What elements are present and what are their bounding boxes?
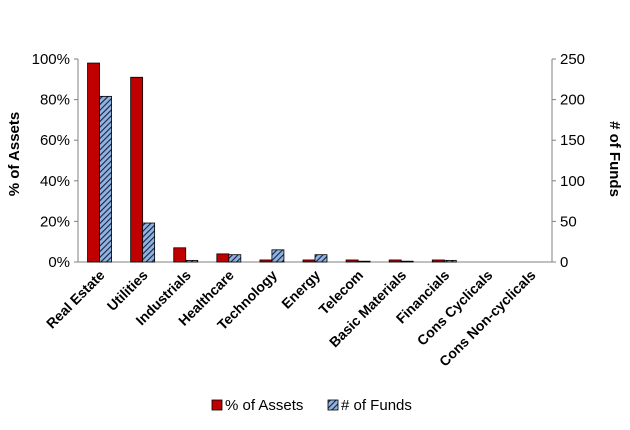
category-label: Basic Materials (326, 267, 410, 351)
bar-num-funds (443, 259, 457, 263)
right-y-ticks: 0 50 100 150 200 250 (552, 51, 585, 271)
bar-pct-assets (302, 259, 316, 263)
bar-num-funds (400, 260, 414, 263)
left-tick-label: 40% (40, 173, 70, 190)
category-label: Cons Cyclicals (414, 267, 496, 349)
left-y-ticks: 0% 20% 40% 60% 80% 100% (32, 51, 78, 271)
bar-num-funds (228, 254, 242, 263)
right-tick-label: 200 (560, 92, 585, 109)
bar-num-funds (271, 249, 285, 263)
bar-pct-assets (388, 259, 402, 263)
bar-pct-assets (345, 259, 359, 263)
left-axis-title: % of Assets (6, 112, 23, 196)
left-tick-label: 20% (40, 213, 70, 230)
left-tick-label: 100% (32, 51, 70, 68)
bars (87, 62, 457, 263)
bar-num-funds (99, 95, 112, 263)
category-labels: Real EstateUtilitiesIndustrialsHealthcar… (43, 267, 539, 370)
right-tick-label: 0 (560, 254, 568, 271)
bar-num-funds (314, 254, 328, 263)
right-tick-label: 50 (560, 213, 577, 230)
bar-pct-assets (431, 259, 445, 263)
right-tick-label: 100 (560, 173, 585, 190)
left-tick-label: 0% (48, 254, 70, 271)
right-tick-label: 250 (560, 51, 585, 68)
bar-pct-assets (216, 253, 230, 263)
bar-num-funds (185, 259, 199, 263)
legend-swatch-pct-assets (211, 399, 223, 411)
right-axis-title: # of Funds (606, 121, 623, 197)
bar-pct-assets (259, 259, 273, 263)
category-label: Real Estate (43, 267, 108, 332)
legend: % of Assets # of Funds (211, 397, 412, 414)
bar-pct-assets (130, 76, 144, 263)
bar-pct-assets (87, 62, 100, 263)
legend-label-pct-assets: % of Assets (225, 397, 303, 414)
left-tick-label: 80% (40, 92, 70, 109)
legend-swatch-num-funds (327, 399, 339, 411)
bar-pct-assets (173, 247, 187, 263)
right-tick-label: 150 (560, 132, 585, 149)
left-tick-label: 60% (40, 132, 70, 149)
legend-label-num-funds: # of Funds (341, 397, 412, 414)
bar-num-funds (142, 222, 156, 263)
bar-num-funds (357, 260, 371, 263)
